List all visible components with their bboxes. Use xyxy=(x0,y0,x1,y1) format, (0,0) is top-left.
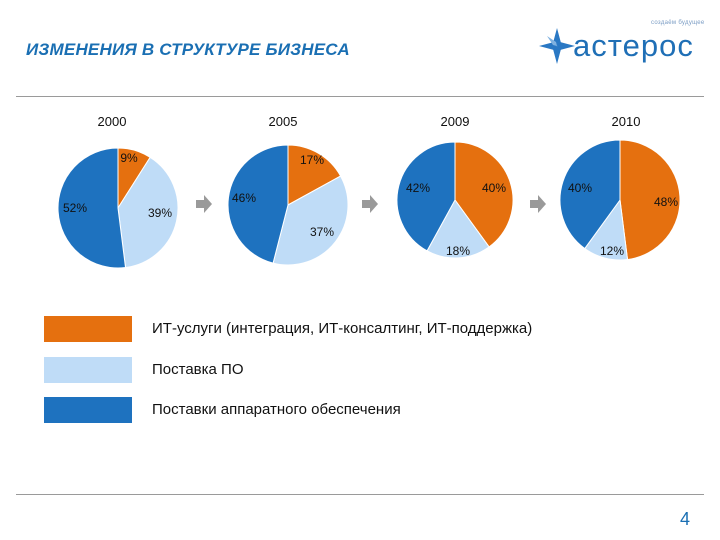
pie-slice-2009-it-services xyxy=(454,141,514,248)
logo-wordmark: астерос xyxy=(573,28,694,63)
pie-charts-area: 2000 9% 39% 52% 2005 17% 37% 46% 2009 40% 18% 42% 20… xyxy=(57,114,681,269)
arrow-right-icon-3 xyxy=(530,195,546,213)
pie-label-2010-it-services: 48% xyxy=(654,195,678,209)
legend-swatch-hardware xyxy=(44,397,132,423)
arrow-right-icon-2 xyxy=(362,195,378,213)
pie-slice-2005-software xyxy=(272,175,349,266)
pie-slice-2010-hardware xyxy=(559,139,621,250)
logo-tagline: создаём будущее xyxy=(651,20,705,26)
legend-swatch-software xyxy=(44,357,132,383)
pie-label-2000-hardware: 52% xyxy=(63,201,87,215)
pie-label-2005-software: 37% xyxy=(310,225,334,239)
pie-slice-2009-software xyxy=(426,199,490,259)
pie-slice-2000-hardware xyxy=(57,147,127,269)
legend-label-software: Поставка ПО xyxy=(152,361,244,378)
legend-item-hardware: Поставки аппаратного обеспечения xyxy=(44,397,684,423)
pie-year-label-2009: 2009 xyxy=(441,114,470,129)
pie-label-2005-hardware: 46% xyxy=(232,191,256,205)
legend-swatch-it-services xyxy=(44,316,132,342)
bottom-divider xyxy=(16,494,704,495)
pie-label-2010-software: 12% xyxy=(600,244,624,258)
pie-label-2009-software: 18% xyxy=(446,244,470,258)
pie-label-2005-it-services: 17% xyxy=(300,153,324,167)
pie-label-2010-hardware: 40% xyxy=(568,181,592,195)
legend-label-it-services: ИТ-услуги (интеграция, ИТ-консалтинг, ИТ… xyxy=(152,320,533,337)
page-number: 4 xyxy=(680,509,691,529)
pie-year-label-2010: 2010 xyxy=(612,114,641,129)
arrow-right-icon-1 xyxy=(196,195,212,213)
page-title: ИЗМЕНЕНИЯ В СТРУКТУРЕ БИЗНЕСА xyxy=(26,40,350,59)
pie-slice-2005-it-services xyxy=(287,144,342,206)
legend-label-hardware: Поставки аппаратного обеспечения xyxy=(152,401,401,418)
pie-label-2000-it-services: 9% xyxy=(120,151,138,165)
pie-label-2009-it-services: 40% xyxy=(482,181,506,195)
pie-year-label-2000: 2000 xyxy=(98,114,127,129)
pie-label-2000-software: 39% xyxy=(148,206,172,220)
company-logo-star-icon xyxy=(539,28,575,64)
top-divider xyxy=(16,96,704,97)
pie-label-2009-hardware: 42% xyxy=(406,181,430,195)
pie-year-label-2005: 2005 xyxy=(269,114,298,129)
legend-item-it-services: ИТ-услуги (интеграция, ИТ-консалтинг, ИТ… xyxy=(44,316,684,342)
pie-slice-2005-hardware xyxy=(227,144,289,264)
pie-slice-2009-hardware xyxy=(396,141,456,252)
pie-slice-2000-software xyxy=(117,156,179,269)
legend-item-software: Поставка ПО xyxy=(44,357,684,383)
pie-slice-2010-it-services xyxy=(619,139,681,261)
